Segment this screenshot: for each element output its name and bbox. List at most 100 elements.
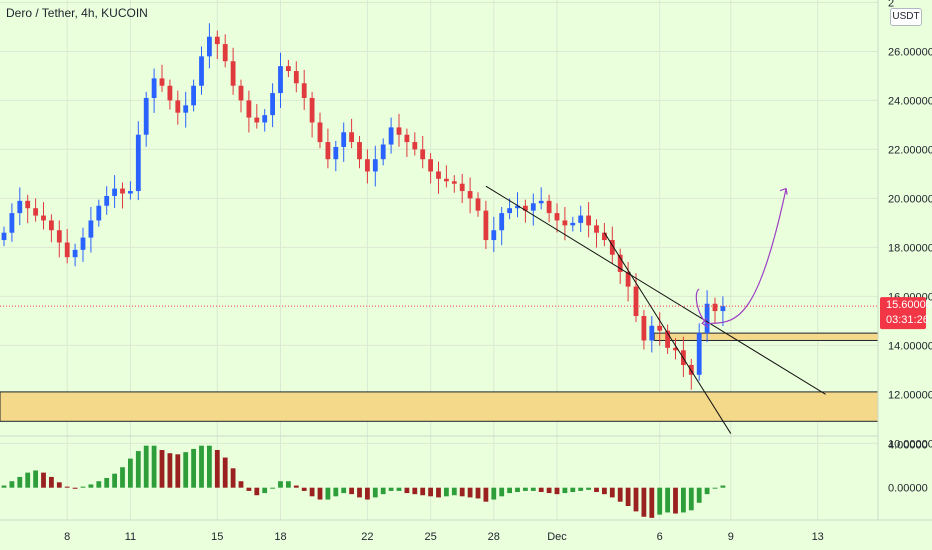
histogram-bar: [617, 487, 623, 502]
candle-body: [341, 132, 347, 147]
histogram-bar: [17, 476, 23, 488]
histogram-bar: [230, 468, 236, 488]
histogram-bar: [451, 487, 457, 496]
candle-body: [475, 198, 481, 211]
histogram-bar: [72, 487, 78, 489]
time-tick-label: 8: [64, 531, 70, 543]
candle-body: [199, 56, 204, 86]
candle-body: [578, 215, 584, 223]
price-tick-label: 26.00000: [888, 46, 932, 58]
candle-body: [388, 127, 394, 145]
price-tick-label: 14.00000: [888, 340, 932, 352]
support-zone: [0, 391, 879, 422]
histogram-bar: [538, 487, 544, 492]
histogram-bar: [412, 487, 418, 495]
candle-body: [673, 347, 678, 351]
histogram-bar: [175, 454, 181, 488]
candle-body: [594, 225, 599, 233]
histogram-bar: [104, 478, 110, 488]
candle-body: [230, 61, 236, 86]
histogram-bar: [380, 487, 386, 495]
trendline: [485, 185, 826, 395]
candle-body: [112, 188, 117, 196]
price-scale[interactable]: [878, 0, 932, 520]
histogram-bar: [404, 487, 410, 494]
price-tick-label: 10.00000: [888, 438, 932, 450]
time-tick-label: 11: [125, 531, 136, 543]
histogram-bar: [167, 453, 173, 488]
candle-body: [96, 205, 102, 221]
candle-body: [293, 71, 299, 84]
candle-body: [546, 200, 552, 214]
histogram-bar: [309, 487, 315, 497]
candle-body: [696, 333, 702, 375]
histogram-bar: [372, 487, 378, 498]
candle-body: [191, 85, 196, 106]
candle-body: [238, 85, 244, 101]
histogram-bar: [602, 487, 607, 495]
time-tick-label: 28: [488, 531, 500, 543]
candle-body: [633, 286, 639, 316]
histogram-bar: [333, 487, 339, 497]
candle-body: [617, 254, 623, 272]
candle-body: [254, 117, 260, 123]
histogram-bar: [143, 445, 149, 488]
candle-body: [538, 200, 544, 204]
histogram-bar: [665, 487, 670, 513]
histogram-bar: [325, 487, 331, 500]
oscillator-tick-label: 0.00000: [888, 483, 928, 495]
price-tick-label: 22.00000: [888, 144, 932, 156]
candle-body: [412, 142, 418, 150]
candle-body: [1, 232, 7, 241]
candle-body: [183, 105, 189, 113]
grid-lines: [0, 0, 878, 520]
time-tick-label: 6: [657, 531, 663, 543]
projection-arrow: [695, 187, 788, 328]
candle-body: [523, 205, 528, 211]
candle-body: [720, 306, 726, 312]
histogram-bar: [673, 487, 678, 514]
histogram-bar: [546, 487, 552, 494]
histogram-bar: [578, 487, 584, 491]
candle-body: [301, 83, 307, 98]
candle-body: [333, 146, 339, 160]
candle-body: [25, 200, 31, 209]
histogram-bar: [657, 487, 663, 515]
histogram-bar: [301, 487, 307, 491]
candle-body: [372, 159, 378, 172]
candle-body: [151, 78, 157, 98]
time-axis[interactable]: 8 11 15 18 22 25 28 Dec 6 9 13: [64, 531, 824, 543]
histogram-bar: [483, 487, 489, 502]
histogram-bar: [88, 484, 94, 488]
histogram-bar: [80, 486, 86, 488]
candle-body: [491, 230, 497, 241]
support-zones: [0, 332, 879, 422]
oscillator-histogram: [1, 445, 726, 518]
histogram-bar: [135, 451, 141, 488]
candle-body: [665, 330, 670, 348]
candle-body: [649, 325, 655, 341]
price-tick-label: 20.00000: [888, 193, 932, 205]
candle-body: [143, 97, 149, 135]
price-tick-label: 24.00000: [888, 95, 932, 107]
histogram-bar: [467, 487, 473, 498]
candle-body: [214, 36, 220, 45]
histogram-bar: [286, 481, 291, 488]
candle-body: [420, 149, 426, 160]
histogram-bar: [128, 458, 133, 488]
histogram-bar: [278, 481, 283, 488]
candle-body: [459, 183, 465, 192]
chart-title: Dero / Tether, 4h, KUCOIN: [6, 6, 148, 20]
histogram-bar: [444, 487, 449, 497]
histogram-bar: [530, 487, 536, 491]
histogram-bar: [388, 487, 394, 491]
histogram-bar: [633, 487, 639, 512]
price-tag-box: [880, 297, 926, 330]
histogram-bar: [120, 467, 125, 488]
histogram-bar: [349, 487, 354, 495]
currency-button[interactable]: USDT: [890, 8, 922, 26]
candle-body: [128, 191, 133, 194]
histogram-bar: [159, 450, 165, 488]
histogram-bar: [191, 448, 196, 488]
